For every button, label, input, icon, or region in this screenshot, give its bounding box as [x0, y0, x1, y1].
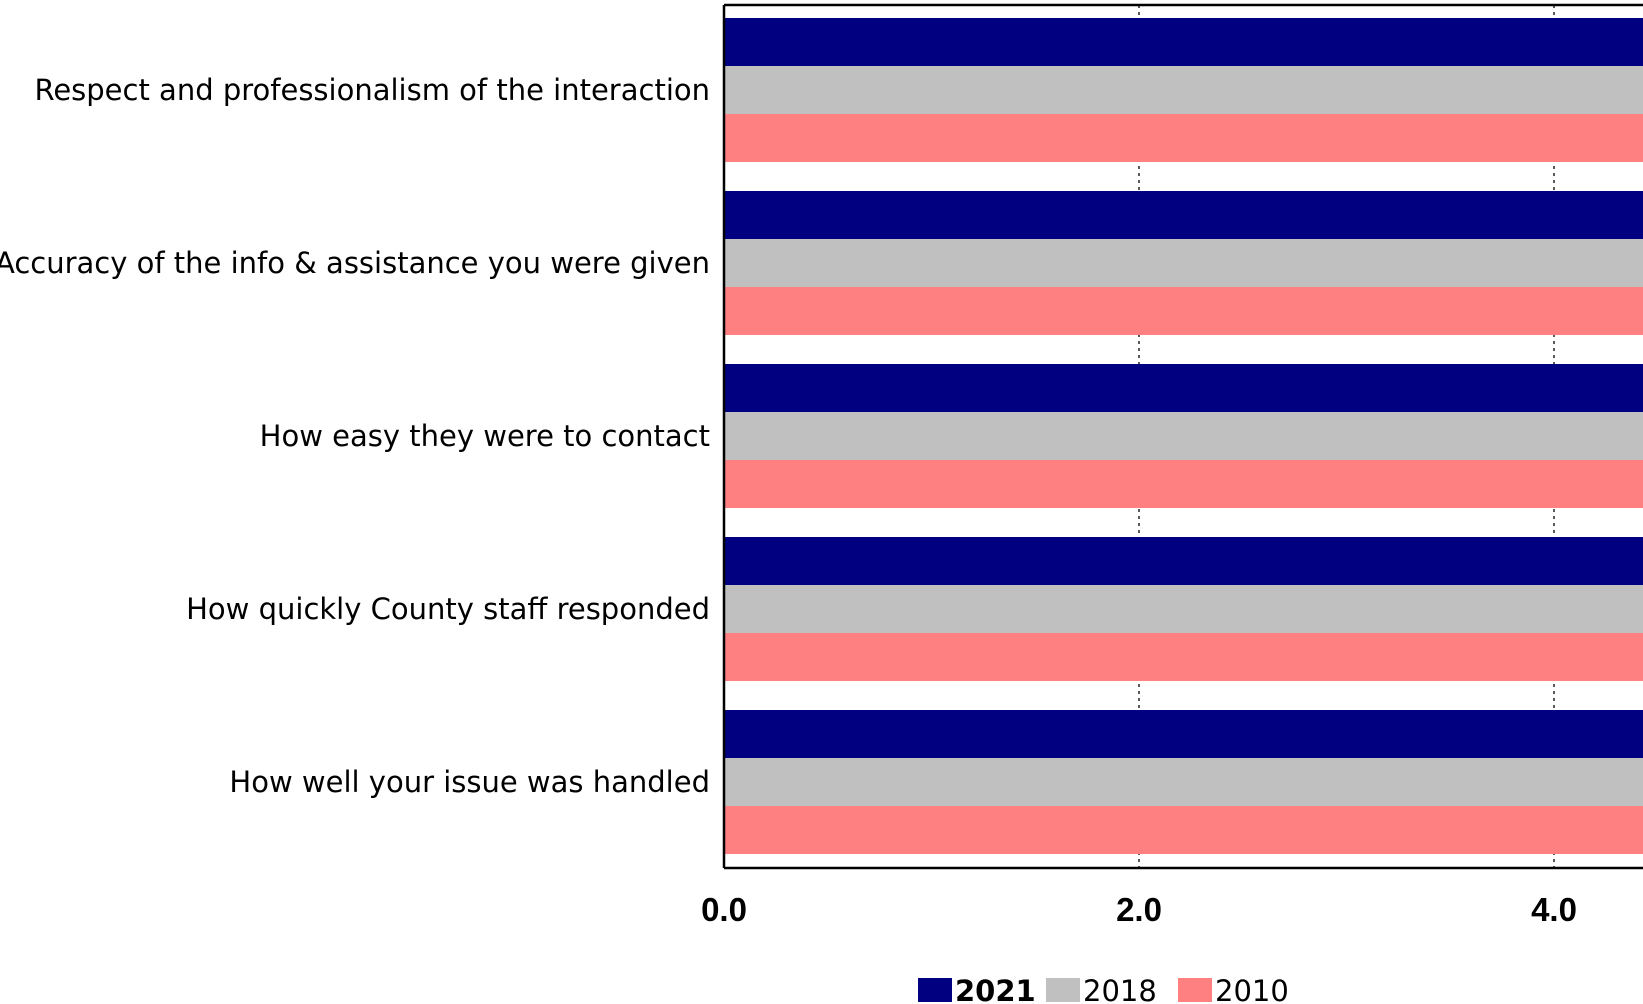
- plot-frame: [722, 3, 1643, 870]
- category-label-4: How quickly County staff responded: [186, 592, 710, 626]
- bars: [724, 18, 1643, 854]
- legend-label-2021: 2021: [955, 974, 1036, 1004]
- bar-2018-5: [724, 758, 1643, 806]
- category-label-2: Accuracy of the info & assistance you we…: [0, 246, 710, 280]
- bar-2021-4: [724, 537, 1643, 585]
- bar-2010-1: [724, 114, 1643, 162]
- bar-2010-5: [724, 806, 1643, 854]
- bar-2010-3: [724, 460, 1643, 508]
- bar-2010-2: [724, 287, 1643, 335]
- category-label-5: How well your issue was handled: [229, 765, 710, 799]
- legend-swatch-2010: [1178, 978, 1212, 1002]
- legend: 2021 2018 2010: [918, 974, 1289, 1004]
- bar-2010-4: [724, 633, 1643, 681]
- legend-swatch-2021: [918, 978, 952, 1002]
- bar-2018-4: [724, 585, 1643, 633]
- category-label-3: How easy they were to contact: [260, 419, 710, 453]
- legend-swatch-2018: [1046, 978, 1080, 1002]
- legend-label-2010: 2010: [1215, 974, 1289, 1004]
- x-tick-label-4.0: 4.0: [1531, 891, 1577, 928]
- bar-2018-3: [724, 412, 1643, 460]
- bar-2021-2: [724, 191, 1643, 239]
- bar-2018-1: [724, 66, 1643, 114]
- bar-2021-1: [724, 18, 1643, 66]
- bar-2021-5: [724, 710, 1643, 758]
- legend-label-2018: 2018: [1083, 974, 1157, 1004]
- category-labels: Respect and professionalism of the inter…: [0, 73, 710, 799]
- x-tick-label-0.0: 0.0: [701, 891, 747, 928]
- bar-2021-3: [724, 364, 1643, 412]
- x-axis-tick-labels: 0.02.04.06.08.0: [701, 891, 1577, 928]
- bar-2018-2: [724, 239, 1643, 287]
- category-label-1: Respect and professionalism of the inter…: [34, 73, 710, 107]
- x-tick-label-2.0: 2.0: [1116, 891, 1162, 928]
